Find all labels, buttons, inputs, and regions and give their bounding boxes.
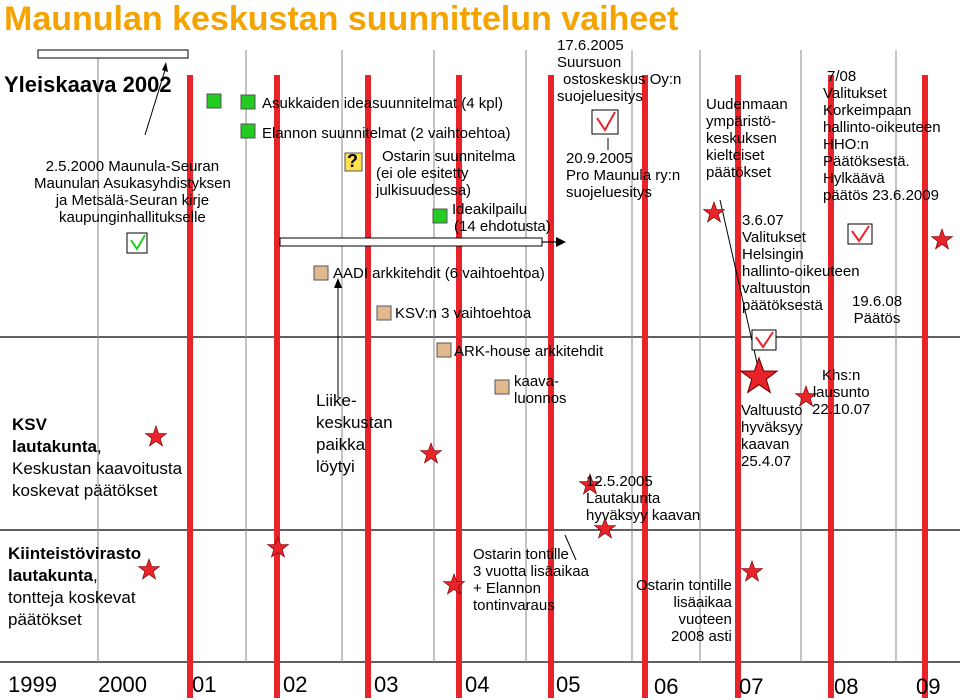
year-label: 06: [654, 674, 679, 699]
ostarin-tontille-1: Ostarin tontille 3 vuotta lisäaikaa + El…: [473, 546, 589, 614]
year-label: 07: [739, 674, 764, 699]
asukkaiden-text: Asukkaiden ideasuunnitelmat (4 kpl): [262, 95, 503, 112]
check-box-icon: [126, 232, 148, 254]
yleiskaava-bar: [37, 49, 189, 59]
valtuusto-note: Valtuusto hyväksyy kaavan 25.4.07: [741, 402, 803, 470]
question-mark: ?: [347, 151, 358, 171]
year-label: 02: [283, 672, 308, 697]
ostarin-tontille-2: Ostarin tontille lisäaikaa vuoteen 2008 …: [636, 577, 732, 645]
arkhouse-text: ARK-house arkkitehdit: [454, 343, 604, 360]
year-label: 04: [465, 672, 490, 697]
elannon-text: Elannon suunnitelmat (2 vaihtoehtoa): [262, 125, 511, 142]
red-star-icon: [138, 558, 160, 580]
question-box: [344, 152, 363, 172]
red-star-icon: [420, 442, 442, 464]
aadi-text: AADI arkkitehdit (6 vaihtoehtoa): [333, 265, 545, 282]
left-note: 2.5.2000 Maunula-Seuran Maunulan Asukasy…: [34, 158, 231, 226]
red-star-icon: [741, 560, 763, 582]
arrow-tontti: [564, 534, 577, 561]
aadi-timeline-bar: [279, 237, 543, 247]
green-box: [206, 93, 222, 109]
page-title: Maunulan keskustan suunnittelun vaiheet: [4, 0, 679, 38]
liike-note: Liike- keskustan paikka löytyi: [316, 391, 393, 476]
red-star-icon: [931, 228, 953, 250]
ksv-row-label: KSV lautakunta, Keskustan kaavoitusta ko…: [12, 415, 183, 500]
ksv-vaihtoehtoa: KSV:n 3 vaihtoehtoa: [395, 305, 532, 322]
helsingin-note: 3.6.07 Valitukset Helsingin hallinto-oik…: [742, 212, 860, 314]
year-label: 01: [192, 672, 217, 697]
paatos-note: 19.6.08 Päätös: [852, 293, 903, 327]
khs-note: Khs:n lausunto 22.10.07: [812, 367, 871, 418]
year-label: 2000: [98, 672, 147, 697]
yleiskaava-label: Yleiskaava 2002: [4, 72, 172, 97]
pro-maunula-note: 20.9.2005 Pro Maunula ry:n suojeluesitys: [566, 150, 681, 201]
ostarin-suunnitelma: Ostarin suunnitelma (ei ole esitetty jul…: [376, 148, 516, 199]
green-box: [240, 94, 256, 110]
red-star-icon: [740, 357, 778, 393]
year-label: 08: [834, 674, 859, 699]
tan-box: [494, 379, 510, 395]
year-label: 09: [916, 674, 941, 699]
suursuo-note: 17.6.2005 Suursuon ostoskeskus Oy:n suoj…: [557, 37, 682, 105]
tan-box: [313, 265, 329, 281]
year-label: 1999: [8, 672, 57, 697]
arrow-to-yleiskaava: [144, 69, 166, 136]
year-label: 03: [374, 672, 399, 697]
korkein-note: 7/08 Valitukset Korkeimpaan hallinto-oik…: [823, 68, 941, 204]
tan-box: [436, 342, 452, 358]
year-label: 05: [556, 672, 581, 697]
uudenmaan-note: Uudenmaan ympäristö- keskuksen kielteise…: [706, 96, 788, 181]
kaavaluonnos-note: kaava- luonnos: [514, 373, 567, 407]
tan-box: [376, 305, 392, 321]
lautakunta-hyvaksyy: 12.5.2005 Lautakunta hyväksyy kaavan: [586, 473, 701, 524]
kiinteisto-row-label: Kiinteistövirasto lautakunta, tontteja k…: [8, 544, 142, 629]
ideakilpailu: Ideakilpailu (14 ehdotusta): [452, 201, 551, 235]
green-box: [432, 208, 448, 224]
green-box: [240, 123, 256, 139]
